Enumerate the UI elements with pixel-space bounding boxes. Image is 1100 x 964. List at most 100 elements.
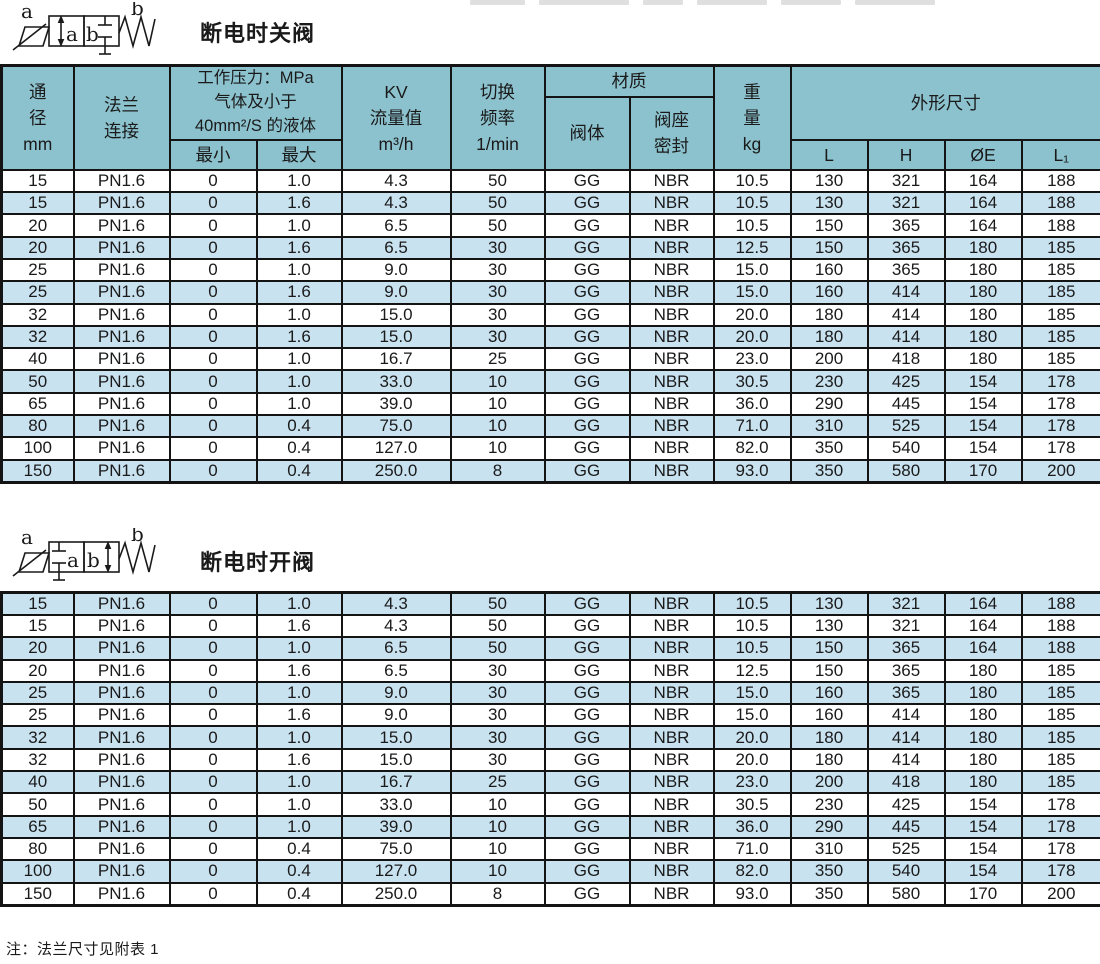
cell-pmin: 0 [168, 591, 258, 616]
cell-body: GG [543, 591, 631, 616]
cell-weight: 12.5 [712, 658, 792, 683]
table-row: 25 PN1.6 0 1.6 9.0 30 GG NBR 15.0 160 414 180 185 [0, 280, 1100, 305]
cell-freq: 25 [449, 347, 546, 372]
cell-freq: 10 [449, 814, 546, 839]
table-row: 32 PN1.6 0 1.0 15.0 30 GG NBR 20.0 180 414 180 185 [0, 302, 1100, 327]
table-body-open: 15 PN1.6 0 1.0 4.3 50 GG NBR 10.5 130 321 164 188 15 P… [0, 591, 1100, 907]
cell-body: GG [543, 458, 631, 484]
cell-OE: 180 [943, 280, 1023, 305]
table-row: 100 PN1.6 0 0.4 127.0 10 GG NBR 82.0 350 540 154 178 [0, 436, 1100, 461]
cell-pmax: 1.0 [255, 591, 343, 616]
cell-OE: 180 [943, 725, 1023, 750]
cell-H: 365 [866, 680, 946, 706]
cell-seal: NBR [628, 280, 715, 305]
cell-flange: PN1.6 [72, 636, 171, 661]
valve-schematic-closed-icon: a a b b [12, 2, 156, 55]
cell-seal: NBR [628, 391, 715, 417]
cell-weight: 93.0 [712, 458, 792, 484]
cell-pmin: 0 [168, 680, 258, 706]
cell-pmax: 1.6 [255, 613, 343, 639]
cell-freq: 10 [449, 792, 546, 817]
cell-dn: 50 [0, 792, 75, 817]
cell-dn: 15 [0, 168, 75, 194]
col-header-OE: ØE [943, 138, 1023, 171]
cell-dn: 20 [0, 636, 75, 661]
cell-H: 321 [866, 168, 946, 194]
cell-pmax: 1.0 [255, 168, 343, 194]
cell-L1: 188 [1020, 168, 1100, 194]
cell-freq: 8 [449, 458, 546, 484]
cell-freq: 30 [449, 725, 546, 750]
cell-OE: 164 [943, 591, 1023, 616]
cell-body: GG [543, 725, 631, 750]
cell-dn: 32 [0, 324, 75, 350]
cell-kv: 39.0 [340, 814, 452, 839]
cell-H: 414 [866, 280, 946, 305]
cell-flange: PN1.6 [72, 881, 171, 907]
cell-dn: 100 [0, 436, 75, 461]
cell-pmax: 0.4 [255, 458, 343, 484]
cell-weight: 20.0 [712, 747, 792, 773]
cell-seal: NBR [628, 591, 715, 616]
cell-pmin: 0 [168, 347, 258, 372]
cell-L1: 188 [1020, 613, 1100, 639]
table-row: 150 PN1.6 0 0.4 250.0 8 GG NBR 93.0 350 580 170 200 [0, 881, 1100, 907]
cell-kv: 9.0 [340, 703, 452, 728]
cell-body: GG [543, 658, 631, 683]
cell-H: 414 [866, 747, 946, 773]
cell-pmin: 0 [168, 703, 258, 728]
cell-body: GG [543, 414, 631, 439]
cell-flange: PN1.6 [72, 324, 171, 350]
table-row: 20 PN1.6 0 1.6 6.5 30 GG NBR 12.5 150 365 180 185 [0, 658, 1100, 683]
cell-weight: 82.0 [712, 436, 792, 461]
cell-seal: NBR [628, 836, 715, 862]
table-row: 80 PN1.6 0 0.4 75.0 10 GG NBR 71.0 310 525 154 178 [0, 414, 1100, 439]
cell-pmax: 1.0 [255, 257, 343, 283]
cell-OE: 154 [943, 414, 1023, 439]
cell-pmax: 1.0 [255, 792, 343, 817]
cell-H: 445 [866, 391, 946, 417]
cell-body: GG [543, 859, 631, 884]
cell-OE: 164 [943, 168, 1023, 194]
table-row: 25 PN1.6 0 1.0 9.0 30 GG NBR 15.0 160 365 180 185 [0, 680, 1100, 706]
cell-OE: 170 [943, 881, 1023, 907]
cell-pmax: 1.6 [255, 191, 343, 216]
table-row: 25 PN1.6 0 1.0 9.0 30 GG NBR 15.0 160 365 180 185 [0, 257, 1100, 283]
col-header-material-group: 材质 [543, 64, 715, 98]
col-header-flange: 法兰 连接 [72, 64, 171, 171]
cell-H: 321 [866, 591, 946, 616]
cell-L1: 200 [1020, 458, 1100, 484]
cell-flange: PN1.6 [72, 836, 171, 862]
cell-L: 310 [789, 836, 869, 862]
cell-OE: 180 [943, 747, 1023, 773]
cell-flange: PN1.6 [72, 257, 171, 283]
cell-L1: 185 [1020, 235, 1100, 260]
cell-freq: 50 [449, 613, 546, 639]
cell-freq: 50 [449, 168, 546, 194]
cell-kv: 4.3 [340, 613, 452, 639]
cell-flange: PN1.6 [72, 168, 171, 194]
cell-L: 180 [789, 747, 869, 773]
cell-kv: 16.7 [340, 770, 452, 795]
cell-freq: 30 [449, 302, 546, 327]
cell-pmax: 0.4 [255, 414, 343, 439]
cell-kv: 39.0 [340, 391, 452, 417]
cell-kv: 6.5 [340, 658, 452, 683]
cell-weight: 36.0 [712, 391, 792, 417]
cell-freq: 10 [449, 391, 546, 417]
col-header-pressure-group: 工作压力：MPa 气体及小于 40mm²/S 的液体 [168, 64, 343, 141]
cell-pmin: 0 [168, 814, 258, 839]
col-header-H: H [866, 138, 946, 171]
cell-seal: NBR [628, 168, 715, 194]
cell-OE: 180 [943, 770, 1023, 795]
cell-pmin: 0 [168, 836, 258, 862]
cell-freq: 10 [449, 859, 546, 884]
cell-freq: 30 [449, 658, 546, 683]
cell-kv: 250.0 [340, 458, 452, 484]
cell-kv: 75.0 [340, 414, 452, 439]
cell-pmax: 1.0 [255, 680, 343, 706]
col-header-L1: L₁ [1020, 138, 1100, 171]
cell-pmin: 0 [168, 613, 258, 639]
table-body-closed: 15 PN1.6 0 1.0 4.3 50 GG NBR 10.5 130 321 164 188 15 P… [0, 168, 1100, 484]
cell-dn: 80 [0, 414, 75, 439]
